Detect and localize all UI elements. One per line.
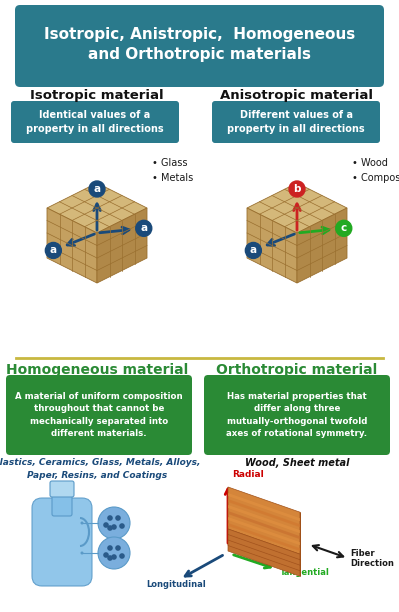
Text: Plastics, Ceramics, Glass, Metals, Alloys,
Paper, Resins, and Coatings: Plastics, Ceramics, Glass, Metals, Alloy… [0,458,201,479]
FancyBboxPatch shape [50,481,74,497]
Text: • Glass
• Metals: • Glass • Metals [152,158,193,183]
FancyBboxPatch shape [6,375,192,455]
Circle shape [107,555,113,561]
Text: Anisotropic material: Anisotropic material [221,89,373,102]
Circle shape [136,220,152,236]
Polygon shape [228,487,300,554]
FancyBboxPatch shape [32,498,92,586]
Circle shape [103,552,109,558]
Circle shape [89,181,105,197]
Polygon shape [228,517,300,545]
Text: a: a [250,245,257,255]
Text: Identical values of a
property in all directions: Identical values of a property in all di… [26,110,164,134]
Text: b: b [293,184,301,194]
Polygon shape [47,183,147,233]
Text: Isotropic material: Isotropic material [30,89,164,102]
FancyBboxPatch shape [11,101,179,143]
Polygon shape [247,208,297,283]
Circle shape [115,515,121,521]
Text: Homogeneous material: Homogeneous material [6,363,188,377]
Text: Isotropic, Anistropic,  Homogeneous: Isotropic, Anistropic, Homogeneous [44,28,355,42]
Text: A material of uniform composition
throughout that cannot be
mechanically separat: A material of uniform composition throug… [15,392,183,438]
Text: • Wood
• Composites: • Wood • Composites [352,158,399,183]
Polygon shape [228,511,300,539]
FancyBboxPatch shape [52,490,72,516]
Circle shape [115,545,121,551]
Polygon shape [247,183,347,233]
Text: a: a [140,223,147,233]
Circle shape [111,554,117,560]
Circle shape [107,525,113,531]
Circle shape [107,515,113,521]
Text: Radial: Radial [232,470,264,479]
Circle shape [245,242,261,258]
Text: Fiber
Direction: Fiber Direction [350,548,394,568]
Circle shape [111,524,117,530]
Text: a: a [50,245,57,255]
Circle shape [119,553,125,559]
Circle shape [119,523,125,529]
Text: Longitudinal: Longitudinal [146,580,206,589]
Circle shape [98,507,130,539]
Circle shape [45,242,61,258]
Text: Has material properties that
differ along three
mutually-orthogonal twofold
axes: Has material properties that differ alon… [227,392,367,438]
Circle shape [336,220,352,236]
FancyBboxPatch shape [204,375,390,455]
Polygon shape [228,493,300,521]
Polygon shape [297,208,347,283]
Circle shape [289,181,305,197]
Text: Different values of a
property in all directions: Different values of a property in all di… [227,110,365,134]
Circle shape [81,521,83,524]
Text: and Orthotropic materials: and Orthotropic materials [88,48,311,62]
FancyBboxPatch shape [15,5,384,87]
Text: c: c [341,223,347,233]
Text: a: a [93,184,101,194]
Circle shape [103,522,109,528]
Polygon shape [47,208,97,283]
Polygon shape [228,499,300,527]
Text: Orthotropic material: Orthotropic material [216,363,377,377]
Text: Wood, Sheet metal: Wood, Sheet metal [245,458,349,468]
Polygon shape [228,505,300,533]
Polygon shape [97,208,147,283]
Circle shape [98,537,130,569]
FancyBboxPatch shape [212,101,380,143]
Polygon shape [228,523,300,551]
Circle shape [107,545,113,551]
Polygon shape [228,529,300,577]
Circle shape [81,551,83,554]
Text: Tangential: Tangential [280,568,330,577]
